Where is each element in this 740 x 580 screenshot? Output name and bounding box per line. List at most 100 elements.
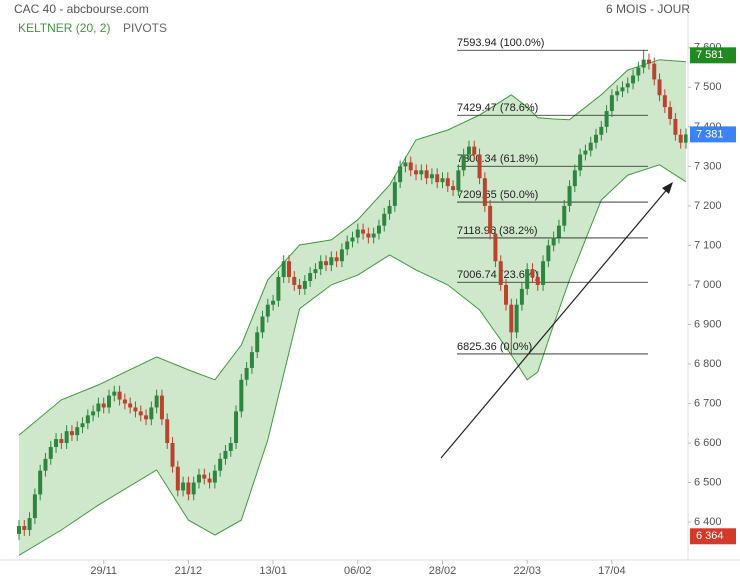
price-badge-label: 7 381 (696, 128, 724, 140)
candle-body (599, 126, 604, 135)
y-tick-label: 6 700 (694, 397, 722, 409)
candle-body (652, 63, 657, 80)
candle-body (451, 186, 456, 191)
candle-body (514, 304, 519, 333)
candle-body (376, 225, 381, 234)
legend-entry[interactable]: PIVOTS (123, 21, 167, 35)
candle-body (80, 423, 85, 428)
candle-body (403, 162, 408, 167)
candle-body (488, 205, 493, 234)
candle-body (583, 150, 588, 155)
price-badge (690, 528, 736, 545)
candle-body (244, 367, 249, 380)
candle-body (43, 458, 48, 471)
candle-body (144, 415, 149, 420)
candle-body (133, 407, 138, 412)
x-tick-label: 28/02 (429, 565, 457, 577)
candle-body (186, 482, 191, 495)
x-tick-label: 17/04 (598, 565, 626, 577)
candle-body (101, 403, 106, 408)
candle-body (482, 178, 487, 206)
candle-body (149, 407, 154, 420)
candle-body (615, 91, 620, 96)
candle-body (408, 162, 413, 171)
candle-body (445, 178, 450, 187)
candle-body (297, 284, 302, 289)
candle-body (96, 403, 101, 412)
candle-body (398, 166, 403, 183)
candle-body (207, 478, 212, 483)
x-tick-label: 22/03 (513, 565, 541, 577)
candle-body (17, 526, 21, 534)
candle-body (419, 170, 424, 175)
legend-entry[interactable]: KELTNER (20, 2) (18, 21, 110, 35)
fib-label: 7209.65 (50.0%) (457, 189, 538, 201)
candle-body (48, 446, 53, 459)
candle-body (22, 526, 27, 530)
candle-body (196, 474, 201, 483)
candle-body (366, 233, 371, 238)
y-tick-label: 7 000 (694, 279, 722, 291)
y-tick-label: 7 500 (694, 81, 722, 93)
candle-body (604, 111, 609, 127)
candle-body (191, 482, 196, 495)
x-tick-label: 06/02 (344, 565, 372, 577)
candle-body (646, 59, 651, 64)
candle-body (456, 170, 461, 191)
candle-body (54, 439, 59, 447)
price-badge-label: 7 581 (696, 49, 724, 61)
candle-body (112, 391, 117, 396)
candle-body (530, 269, 535, 278)
candle-body (302, 280, 307, 289)
trend-arrow (440, 186, 670, 459)
fib-label: 7429.47 (78.6%) (457, 102, 538, 114)
candle-body (535, 277, 540, 285)
candle-body (382, 213, 387, 226)
candle-body (106, 395, 111, 408)
candle-body (519, 288, 524, 305)
candle-body (75, 427, 80, 436)
candle-body (562, 205, 567, 226)
candle-body (387, 205, 392, 214)
candle-body (202, 474, 207, 479)
chart-title: CAC 40 - abcbourse.com (14, 2, 149, 16)
candle-body (414, 170, 419, 175)
candle-body (620, 87, 625, 92)
candle-body (286, 261, 291, 278)
candle-body (371, 233, 376, 238)
candle-body (509, 304, 514, 333)
plot-area: 7593.94 (100.0%) 7429.47 (78.6%) 7300.34 (… (17, 37, 688, 556)
channel-fill (19, 59, 686, 556)
candle-body (69, 431, 74, 436)
x-tick-label: 21/12 (175, 565, 203, 577)
fib-label: 6825.36 (0.0%) (457, 341, 532, 353)
candle-body (271, 300, 276, 305)
candle-body (138, 411, 143, 416)
candle-body (339, 249, 344, 262)
candle-body (541, 261, 546, 285)
candle-body (461, 154, 466, 171)
price-badge (690, 126, 736, 143)
candle-body (355, 229, 360, 238)
candle-body (556, 225, 561, 238)
candle-body (429, 174, 434, 179)
period-label: 6 MOIS - JOUR (606, 2, 690, 16)
candle-body (117, 391, 122, 400)
candle-body (551, 237, 556, 246)
y-tick-label: 6 900 (694, 318, 722, 330)
candle-body (678, 134, 683, 143)
candle-body (223, 450, 228, 459)
candle-body (249, 352, 254, 368)
candle-body (546, 245, 551, 262)
candle-body (625, 83, 630, 88)
candle-body (641, 59, 646, 68)
candle-body (392, 182, 397, 206)
candle-body (32, 494, 37, 519)
fib-label: 7118.96 (38.2%) (457, 225, 538, 237)
candle-body (609, 95, 614, 112)
candle-body (239, 379, 244, 412)
candle-body (175, 466, 180, 491)
candle-body (440, 178, 445, 183)
candle-body (218, 458, 223, 471)
